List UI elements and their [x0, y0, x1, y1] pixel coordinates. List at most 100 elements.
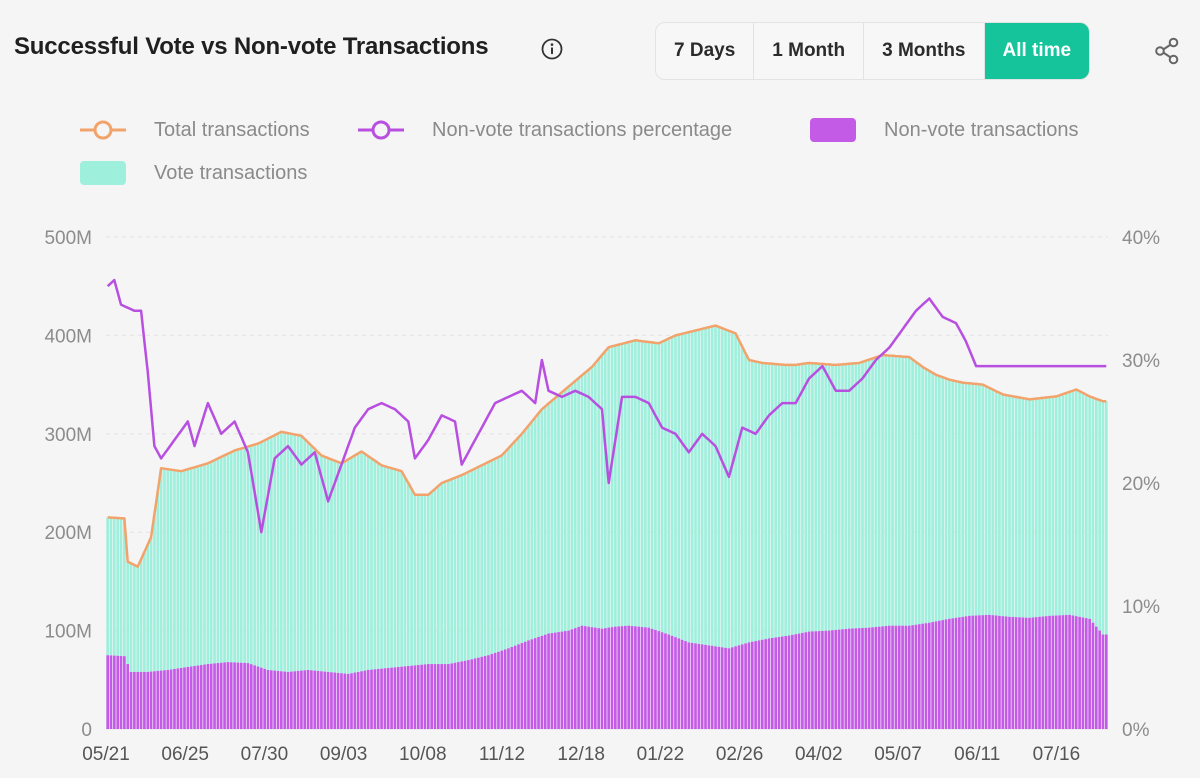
nonvote-bar — [313, 670, 317, 729]
nonvote-bar — [667, 634, 671, 729]
nonvote-bar — [256, 666, 260, 729]
nonvote-bar — [1074, 616, 1078, 729]
vote-bar — [360, 451, 363, 672]
nonvote-bar — [1098, 630, 1101, 729]
nonvote-bar — [647, 627, 651, 729]
vote-bar — [203, 464, 206, 665]
nonvote-bar — [958, 617, 961, 729]
nonvote-bar — [624, 625, 627, 729]
nonvote-bar — [730, 647, 734, 729]
nonvote-bar — [199, 665, 203, 729]
nonvote-bar — [517, 644, 520, 729]
nonvote-bar — [587, 626, 590, 729]
vote-bar — [684, 332, 687, 642]
vote-bar — [216, 458, 220, 664]
vote-bar — [463, 473, 467, 661]
nonvote-bar — [690, 642, 694, 729]
nonvote-bar — [273, 670, 277, 729]
x-tick-label: 10/08 — [399, 744, 447, 765]
vote-bar — [306, 442, 310, 670]
nonvote-bar — [707, 645, 711, 729]
vote-bar — [657, 343, 661, 632]
nonvote-bar — [1011, 616, 1015, 729]
legend-item-total[interactable]: Total transactions — [80, 118, 310, 142]
legend-item-nonvote[interactable]: Non-vote transactions — [810, 118, 1079, 142]
vote-bar — [246, 446, 250, 664]
nonvote-bar — [206, 664, 210, 729]
nonvote-bar — [981, 615, 985, 729]
vote-bar — [1014, 396, 1018, 618]
nonvote-bar — [614, 626, 617, 729]
nonvote-bar — [413, 665, 417, 729]
nonvote-bar — [443, 664, 447, 729]
vote-bar — [513, 441, 517, 646]
share-icon[interactable] — [1152, 36, 1182, 66]
vote-bar — [881, 355, 884, 627]
vote-bar — [173, 470, 176, 669]
legend-item-vote[interactable]: Vote transactions — [80, 161, 307, 185]
vote-bar — [343, 461, 347, 674]
vote-bar — [503, 451, 507, 650]
nonvote-bar — [894, 625, 898, 729]
nonvote-bar — [583, 626, 587, 729]
nonvote-bar — [146, 671, 150, 729]
vote-bar — [770, 363, 774, 638]
nonvote-bar — [774, 637, 778, 729]
vote-bar — [704, 328, 707, 645]
vote-bar — [744, 353, 747, 644]
nonvote-bar — [734, 646, 737, 729]
nonvote-bar — [563, 631, 567, 729]
vote-bar — [824, 364, 828, 631]
chart-header: Successful Vote vs Non-vote Transactions… — [0, 0, 1200, 100]
vote-bar — [447, 480, 450, 665]
nonvote-bar — [189, 666, 193, 729]
vote-bar — [677, 334, 681, 639]
vote-bar — [376, 462, 380, 669]
vote-bar — [253, 444, 256, 666]
nonvote-bar — [353, 672, 357, 729]
range-all-time-button[interactable]: All time — [984, 23, 1090, 79]
nonvote-bar — [450, 663, 454, 729]
nonvote-bar — [113, 655, 116, 729]
vote-bar — [958, 381, 961, 618]
info-icon[interactable] — [541, 38, 563, 60]
nonvote-bar — [393, 667, 397, 729]
vote-bar — [396, 470, 400, 668]
nonvote-bar — [243, 662, 246, 729]
nonvote-bar — [984, 615, 988, 729]
vote-bar — [867, 359, 871, 628]
vote-bar — [1074, 389, 1078, 617]
nonvote-bar — [169, 669, 173, 729]
nonvote-bar — [664, 633, 667, 729]
nonvote-bar — [724, 647, 727, 729]
nonvote-bar — [777, 636, 781, 729]
nonvote-bar — [316, 670, 320, 729]
nonvote-bar — [934, 621, 938, 729]
nonvote-bar — [740, 644, 744, 729]
nonvote-bar — [877, 626, 881, 729]
vote-bar — [537, 413, 540, 637]
nonvote-bar — [854, 628, 858, 729]
range-7-days-button[interactable]: 7 Days — [656, 23, 755, 79]
nonvote-bar — [1081, 617, 1085, 729]
legend-item-percentage[interactable]: Non-vote transactions percentage — [358, 118, 732, 142]
nonvote-bar — [720, 647, 724, 729]
nonvote-bar — [1054, 615, 1058, 729]
nonvote-bar — [193, 666, 196, 729]
vote-bar — [964, 382, 968, 617]
stacked-bar-line-chart: 0 100M 200M 300M 400M 500M 0% 10% 20% 30% 40% 05/… — [44, 228, 1160, 765]
range-3-months-button[interactable]: 3 Months — [864, 23, 985, 79]
nonvote-bar — [867, 627, 871, 729]
vote-bar — [917, 364, 921, 625]
vote-bar — [730, 332, 734, 648]
vote-bar — [948, 379, 951, 619]
vote-bar — [239, 448, 243, 663]
nonvote-bar — [497, 651, 500, 729]
nonvote-bar — [440, 664, 444, 729]
range-1-month-button[interactable]: 1 Month — [754, 23, 865, 79]
nonvote-bar — [620, 626, 624, 729]
nonvote-bar — [764, 639, 767, 729]
nonvote-bar — [396, 667, 400, 729]
nonvote-bar — [881, 626, 884, 729]
nonvote-bar — [136, 671, 140, 729]
